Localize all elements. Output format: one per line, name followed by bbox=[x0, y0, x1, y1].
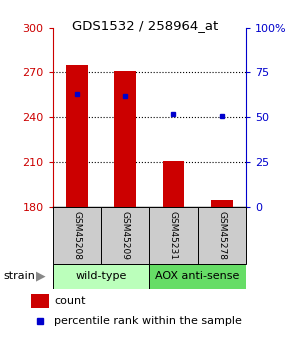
Text: GSM45208: GSM45208 bbox=[72, 211, 81, 260]
Bar bbox=[114, 71, 136, 207]
Text: AOX anti-sense: AOX anti-sense bbox=[155, 272, 240, 281]
Text: count: count bbox=[54, 296, 86, 306]
Bar bbox=[66, 65, 88, 207]
Bar bbox=[52, 207, 101, 264]
Text: strain: strain bbox=[3, 272, 35, 281]
Bar bbox=[149, 264, 246, 289]
Bar bbox=[163, 161, 184, 207]
Text: GDS1532 / 258964_at: GDS1532 / 258964_at bbox=[72, 19, 219, 32]
Text: GSM45231: GSM45231 bbox=[169, 211, 178, 260]
Text: ▶: ▶ bbox=[36, 270, 45, 283]
Text: GSM45209: GSM45209 bbox=[121, 211, 130, 260]
Text: GSM45278: GSM45278 bbox=[217, 211, 226, 260]
Bar bbox=[31, 294, 49, 308]
Bar bbox=[149, 207, 198, 264]
Text: percentile rank within the sample: percentile rank within the sample bbox=[54, 316, 242, 326]
Bar bbox=[101, 207, 149, 264]
Bar bbox=[211, 199, 233, 207]
Bar bbox=[198, 207, 246, 264]
Text: wild-type: wild-type bbox=[75, 272, 127, 281]
Bar bbox=[52, 264, 149, 289]
